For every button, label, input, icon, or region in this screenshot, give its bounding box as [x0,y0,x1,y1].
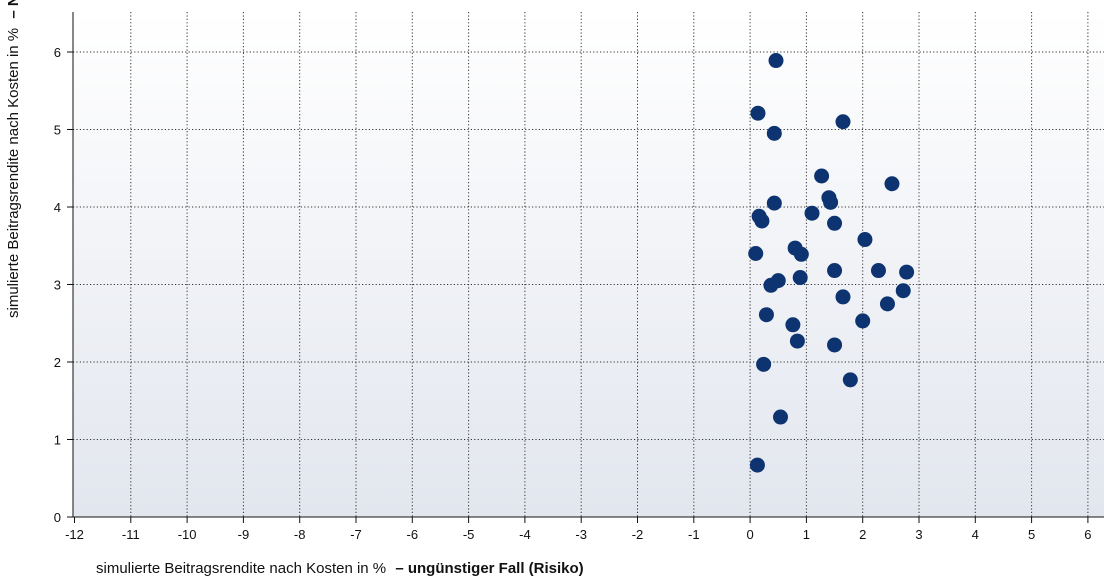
data-point [763,277,779,293]
x-tick-label: -12 [65,527,84,542]
y-tick-label: 6 [54,45,61,60]
y-axis-title-bold: – Normalfall [5,0,22,19]
x-tick-label: -4 [519,527,531,542]
data-point [756,356,772,372]
data-point [899,264,915,280]
data-point [768,53,784,69]
x-tick-label: 4 [972,527,979,542]
data-point [857,232,873,248]
data-point [766,125,782,141]
data-point [823,194,839,210]
x-tick-label: -2 [632,527,644,542]
y-tick-label: 5 [54,123,61,138]
data-point [855,313,871,329]
x-tick-label: -7 [350,527,362,542]
x-tick-label: 3 [915,527,922,542]
x-axis-ticks: -12 -11 -10 -9 -8 -7 -6 -5 -4 -3 -2 -1 0 1 2 3 4 5 6 [65,517,1092,542]
data-point [895,283,911,299]
data-point [835,289,851,305]
data-point [758,307,774,323]
data-point [804,205,820,221]
data-point [870,263,886,279]
data-point [792,270,808,286]
y-tick-label: 0 [54,510,61,525]
data-point [750,105,766,121]
y-axis-title: simulierte Beitragsrendite nach Kosten i… [5,0,22,318]
x-tick-label: -10 [178,527,197,542]
data-point [835,114,851,130]
data-point [748,246,764,261]
x-tick-label: -6 [407,527,419,542]
x-tick-label: 1 [803,527,810,542]
axes [72,12,1104,518]
x-tick-label: -3 [575,527,587,542]
data-point [789,333,805,349]
data-point [814,168,830,184]
x-tick-label: 0 [746,527,753,542]
data-point [749,457,765,473]
x-tick-label: 5 [1028,527,1035,542]
x-tick-label: -5 [463,527,475,542]
x-tick-label: -9 [238,527,250,542]
data-point [879,296,895,312]
y-axis-title-regular: simulierte Beitragsrendite nach Kosten i… [5,28,22,318]
x-axis-title-regular: simulierte Beitragsrendite nach Kosten i… [96,560,386,577]
x-axis-title: simulierte Beitragsrendite nach Kosten i… [96,560,584,577]
y-tick-label: 1 [54,433,61,448]
data-point [766,195,782,211]
data-point [773,409,789,425]
data-point [884,176,900,192]
y-tick-label: 3 [54,278,61,293]
data-point [785,317,801,333]
y-axis-ticks: 0 1 2 3 4 5 6 [54,45,73,525]
x-tick-label: -8 [294,527,306,542]
data-point [842,372,858,388]
y-tick-label: 2 [54,355,61,370]
y-tick-label: 4 [54,200,61,215]
grid-lines [73,12,1104,517]
x-tick-label: -11 [122,527,140,542]
x-axis-title-bold: – ungünstiger Fall (Risiko) [395,560,583,577]
x-tick-label: -1 [688,527,700,542]
plot-area [73,12,1104,517]
data-point [827,263,843,279]
data-point [827,337,843,353]
x-tick-label: 2 [859,527,866,542]
data-point [754,213,770,229]
data-point [793,246,809,262]
data-point [827,215,843,231]
x-tick-label: 6 [1084,527,1091,542]
data-points [748,53,915,473]
